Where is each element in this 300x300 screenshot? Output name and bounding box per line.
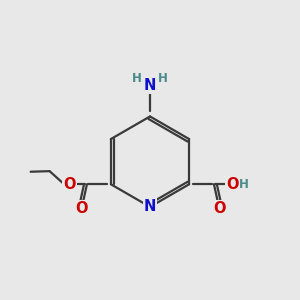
Text: H: H bbox=[132, 72, 142, 85]
Text: H: H bbox=[158, 72, 168, 85]
Text: O: O bbox=[63, 177, 76, 192]
Text: N: N bbox=[144, 78, 156, 93]
Text: N: N bbox=[144, 200, 156, 214]
Text: O: O bbox=[75, 201, 88, 216]
Text: H: H bbox=[239, 178, 249, 191]
Text: O: O bbox=[213, 201, 225, 216]
Text: O: O bbox=[226, 177, 238, 192]
